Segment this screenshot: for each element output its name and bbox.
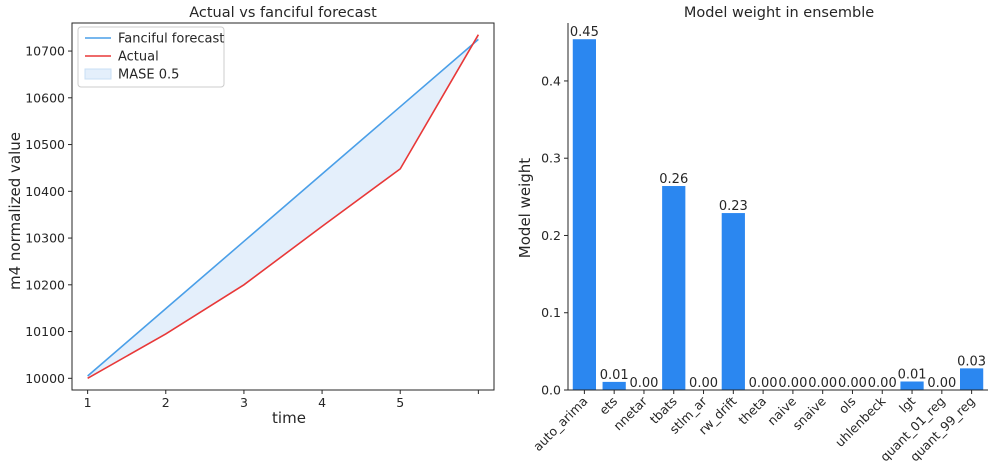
y-tick-label: 10500 (25, 137, 65, 152)
legend-actual-label: Actual (118, 50, 159, 65)
legend-mase-label: MASE 0.5 (118, 68, 179, 83)
bar-value-label: 0.00 (868, 376, 897, 391)
x-tick-label: 5 (396, 395, 404, 410)
x-tick-label: lgt (896, 393, 918, 415)
y-tick-label: 0.3 (541, 151, 561, 166)
series-lines-layer (87, 34, 480, 380)
bar-value-label: 0.01 (600, 368, 629, 383)
y-tick-label: 0.2 (541, 228, 561, 243)
x-tick-label: nnetar (610, 393, 650, 433)
y-tick-label: 0.4 (541, 73, 561, 88)
bar-value-label: 0.00 (629, 376, 658, 391)
bar-chart-title: Model weight in ensemble (684, 5, 874, 21)
bar-value-label: 0.00 (927, 376, 956, 391)
bar-value-label: 0.03 (957, 354, 986, 369)
bar-chart-x-axis: auto_arima etsnnetartbatsstlm_arrw_driftt… (530, 390, 978, 464)
bar-value-label: 0.01 (898, 368, 927, 383)
line-chart-x-axis: 1 2 3 4 5 (84, 390, 479, 410)
line-chart-title: Actual vs fanciful forecast (189, 5, 377, 21)
bar-value-label: 0.23 (719, 199, 748, 214)
x-tick-label: 1 (84, 395, 92, 410)
x-tick-label: auto_arima (530, 394, 590, 454)
y-tick-label: 0.0 (541, 383, 561, 398)
x-tick-label: ols (836, 394, 859, 417)
line-chart-y-label: m4 normalized value (6, 132, 24, 290)
x-tick-label: ets (596, 394, 620, 418)
y-tick-label: 10000 (25, 371, 65, 386)
line-chart-panel: Actual vs fanciful forecast 100001010010… (6, 5, 495, 427)
y-tick-label: 10300 (25, 231, 65, 246)
line-chart-y-axis: 10000 10100 10200 10300 10400 10500 10600 10700 (25, 44, 72, 386)
x-tick-label: 4 (318, 395, 326, 410)
x-tick-label: snaive (789, 393, 829, 433)
bar-rw_drift (721, 213, 745, 390)
bar-value-label: 0.00 (778, 376, 807, 391)
bar-value-label: 0.26 (659, 172, 688, 187)
y-tick-label: 0.1 (541, 305, 561, 320)
actual-line (87, 34, 480, 380)
legend: Fanciful forecast Actual MASE 0.5 (77, 26, 225, 88)
y-tick-label: 10400 (25, 184, 65, 199)
line-chart-frame (71, 22, 495, 391)
bar-data-labels: 0.450.010.000.260.000.230.00 0.00 0.00 0.00… (570, 25, 986, 391)
bar-value-label: 0.45 (570, 25, 599, 40)
x-tick-label: 3 (240, 395, 248, 410)
bar-chart-y-axis: 0.0 0.1 0.2 0.3 0.4 (541, 73, 568, 398)
bar-tbats (662, 186, 686, 390)
y-tick-label: 10200 (25, 277, 65, 292)
legend-box (77, 26, 225, 88)
line-chart-x-label: time (272, 409, 306, 427)
legend-mase-swatch (84, 68, 112, 80)
bar-chart-y-label: Model weight (516, 158, 534, 258)
bar-value-label: 0.00 (838, 376, 867, 391)
y-tick-label: 10700 (25, 44, 65, 59)
bars-layer (572, 39, 984, 391)
bar-ets (602, 381, 626, 390)
y-tick-label: 10100 (25, 324, 65, 339)
bar-value-label: 0.00 (689, 376, 718, 391)
x-tick-label: theta (735, 394, 769, 428)
bar-auto_arima (572, 39, 596, 391)
bar-value-label: 0.00 (749, 376, 778, 391)
forecast-line (87, 38, 479, 377)
x-tick-label: 2 (162, 395, 170, 410)
y-tick-label: 10600 (25, 90, 65, 105)
bar-lgt (900, 381, 924, 390)
bar-value-label: 0.00 (808, 376, 837, 391)
legend-forecast-label: Fanciful forecast (118, 32, 224, 47)
bar-quant_99_reg (960, 368, 984, 390)
bar-chart-panel: Model weight in ensemble 0.450.010.000.2… (516, 5, 988, 464)
